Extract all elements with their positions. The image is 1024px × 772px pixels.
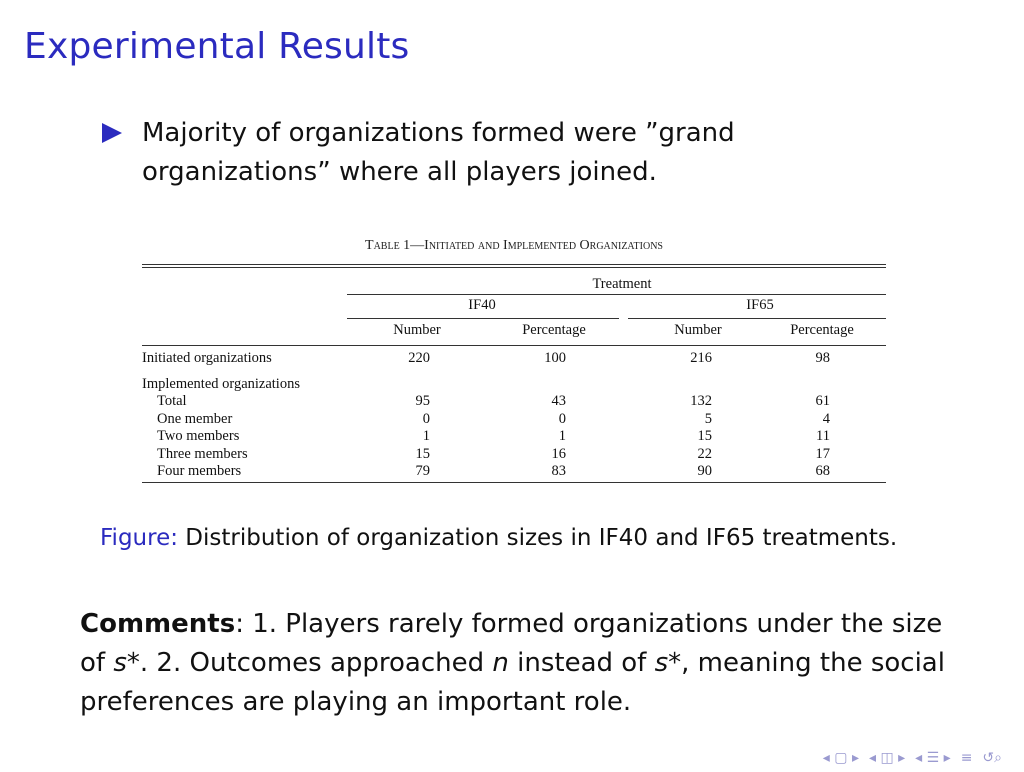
subheader-percentage-if40: Percentage (522, 322, 586, 338)
if65-rule (628, 318, 886, 319)
figure-caption: Figure: Distribution of organization siz… (100, 525, 897, 551)
table-row: Two members 1 1 15 11 (157, 428, 830, 444)
group-header-if65: IF65 (746, 297, 774, 313)
slide-title: Experimental Results (24, 26, 410, 67)
nav-align-icon[interactable]: ≡ (960, 750, 973, 766)
table-bottom-rule (142, 482, 886, 483)
table-row: Total 95 43 132 61 (157, 393, 830, 409)
table-row: Initiated organizations 220 100 216 98 (142, 350, 830, 366)
if40-rule (347, 318, 619, 319)
figure-label: Figure: (100, 525, 178, 551)
comments-label: Comments (80, 609, 236, 639)
subheader-number-if65: Number (674, 322, 722, 338)
bullet-text: Majority of organizations formed were ”g… (142, 118, 735, 187)
table-row: One member 0 0 5 4 (157, 410, 830, 427)
nav-subsection-icon[interactable]: ◂ ◫ ▸ (868, 750, 906, 766)
table-caption: Table 1—Initiated and Implemented Organi… (365, 238, 663, 253)
treatment-rule (347, 294, 886, 295)
group-header-if40: IF40 (468, 297, 496, 313)
bullet-item: Majority of organizations formed were ”g… (102, 114, 922, 192)
treatment-header: Treatment (592, 276, 652, 292)
figure-caption-text: Distribution of organization sizes in IF… (185, 525, 898, 551)
subheader-number-if40: Number (393, 322, 441, 338)
header-bottom-rule (142, 345, 886, 346)
triangle-bullet-icon (102, 123, 122, 143)
beamer-navigation: ◂ ▢ ▸ ◂ ◫ ▸ ◂ ☰ ▸ ≡ ↺⌕ (823, 750, 1002, 766)
nav-search-icon[interactable]: ↺⌕ (982, 750, 1002, 766)
table-row: Four members 79 83 90 68 (157, 463, 830, 479)
table-row: Three members 15 16 22 17 (157, 445, 830, 462)
subheader-percentage-if65: Percentage (790, 322, 854, 338)
table-top-rule (142, 264, 886, 268)
nav-section-icon[interactable]: ◂ ☰ ▸ (915, 750, 951, 766)
table-row: Implemented organizations (142, 376, 300, 392)
results-table: Treatment IF40 IF65 Number Percentage Nu… (142, 264, 886, 483)
nav-frame-icon[interactable]: ◂ ▢ ▸ (822, 750, 859, 766)
comments-paragraph: Comments: 1. Players rarely formed organ… (80, 609, 945, 717)
